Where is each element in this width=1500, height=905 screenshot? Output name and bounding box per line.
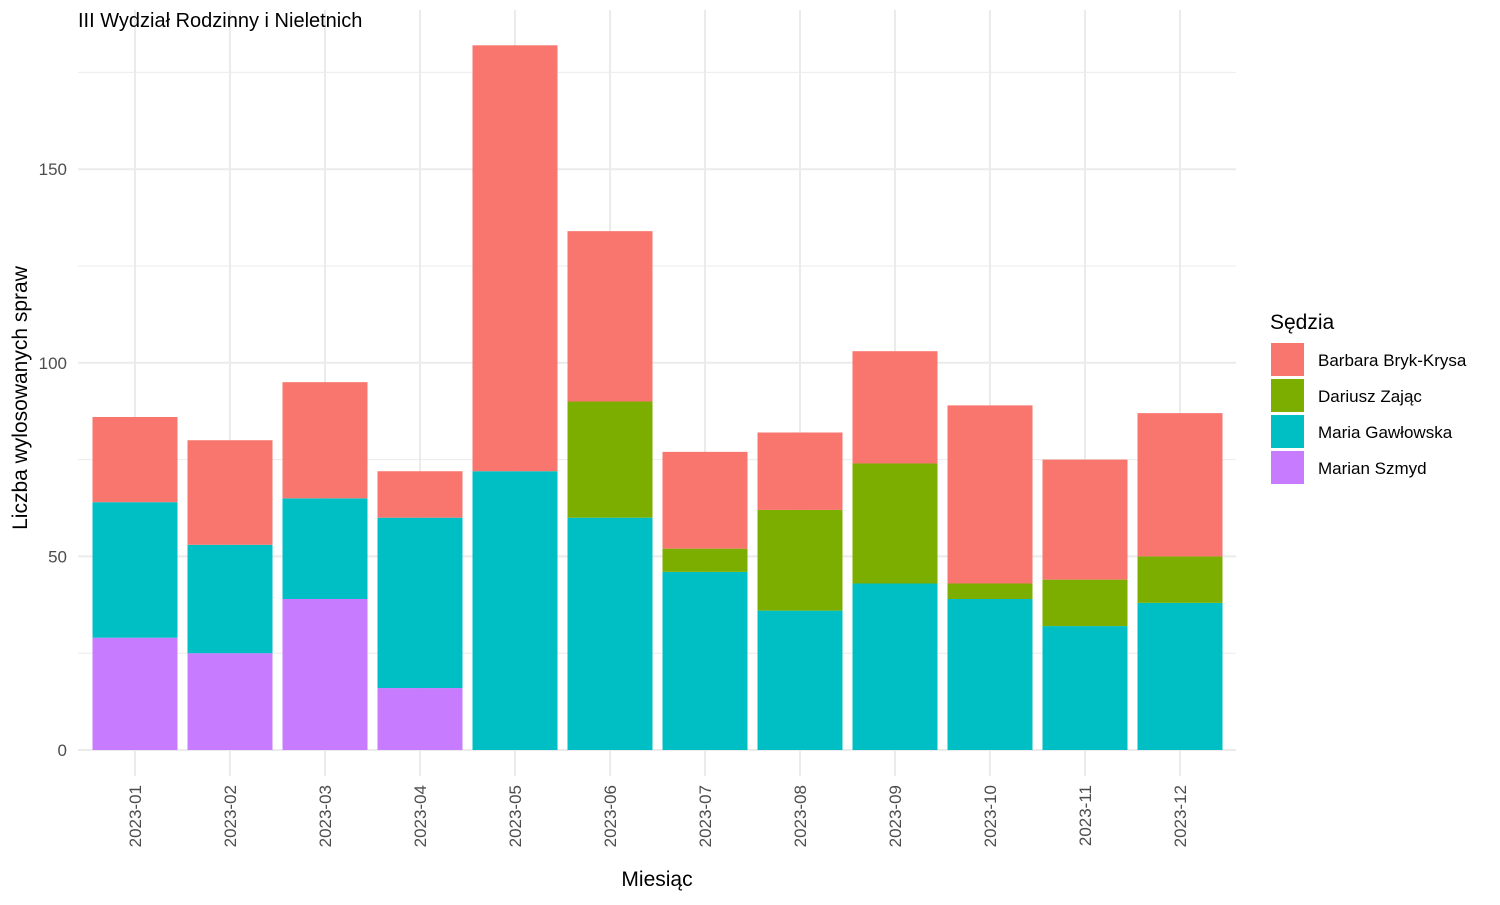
bar-segment-2023-09-dariusz-zaj-c (852, 463, 938, 584)
bar-segment-2023-01-barbara-bryk-krysa (92, 417, 178, 503)
bar-segment-2023-08-maria-gaw-owska (757, 610, 843, 750)
legend-swatch (1271, 343, 1304, 376)
bar-segment-2023-12-barbara-bryk-krysa (1137, 413, 1223, 557)
bar-segment-2023-09-maria-gaw-owska (852, 583, 938, 750)
bar-segment-2023-05-barbara-bryk-krysa (472, 45, 558, 472)
bar-segment-2023-05-maria-gaw-owska (472, 471, 558, 750)
bar-segment-2023-10-barbara-bryk-krysa (947, 405, 1033, 584)
bar-segment-2023-08-dariusz-zaj-c (757, 509, 843, 611)
x-tick-label: 2023-05 (506, 785, 525, 847)
x-tick-label: 2023-07 (696, 785, 715, 847)
bar-segment-2023-12-maria-gaw-owska (1137, 602, 1223, 750)
bar-segment-2023-02-maria-gaw-owska (187, 544, 273, 654)
legend-label: Maria Gawłowska (1318, 423, 1453, 442)
bar-segment-2023-10-maria-gaw-owska (947, 598, 1033, 750)
x-tick-label: 2023-03 (316, 785, 335, 847)
y-axis-label: Liczba wylosowanych spraw (9, 265, 32, 530)
bar-segment-2023-06-maria-gaw-owska (567, 517, 653, 750)
bar-segment-2023-07-maria-gaw-owska (662, 571, 748, 750)
bar-segment-2023-01-marian-szmyd (92, 637, 178, 750)
legend-label: Dariusz Zając (1318, 387, 1422, 406)
y-tick-label: 50 (48, 547, 67, 566)
bar-segment-2023-04-barbara-bryk-krysa (377, 471, 463, 518)
bar-segment-2023-07-barbara-bryk-krysa (662, 451, 748, 549)
bar-segment-2023-11-barbara-bryk-krysa (1042, 459, 1128, 580)
x-tick-label: 2023-10 (981, 785, 1000, 847)
bar-segment-2023-01-maria-gaw-owska (92, 502, 178, 638)
bar-segment-2023-11-dariusz-zaj-c (1042, 579, 1128, 627)
x-axis-label: Miesiąc (621, 868, 692, 891)
x-tick-label: 2023-04 (411, 785, 430, 847)
legend-swatch (1271, 451, 1304, 484)
bar-segment-2023-03-marian-szmyd (282, 598, 368, 750)
y-tick-label: 100 (39, 354, 67, 373)
x-tick-label: 2023-12 (1171, 785, 1190, 847)
bars-layer (92, 45, 1223, 750)
bar-segment-2023-02-barbara-bryk-krysa (187, 440, 273, 545)
x-tick-label: 2023-02 (221, 785, 240, 847)
bar-segment-2023-06-dariusz-zaj-c (567, 401, 653, 518)
chart-title: III Wydział Rodzinny i Nieletnich (78, 10, 362, 32)
x-tick-label: 2023-08 (791, 785, 810, 847)
legend-label: Marian Szmyd (1318, 459, 1427, 478)
x-tick-label: 2023-09 (886, 785, 905, 847)
x-tick-label: 2023-06 (601, 785, 620, 847)
bar-segment-2023-11-maria-gaw-owska (1042, 626, 1128, 750)
y-tick-label: 150 (39, 160, 67, 179)
bar-segment-2023-03-barbara-bryk-krysa (282, 382, 368, 499)
bar-segment-2023-07-dariusz-zaj-c (662, 548, 748, 572)
x-tick-labels: 2023-01 2023-02 2023-03 2023-04 2023-05 2023-… (126, 785, 1190, 847)
legend-title: Sędzia (1270, 311, 1335, 334)
bar-segment-2023-03-maria-gaw-owska (282, 498, 368, 599)
y-tick-labels: 0 50 100 150 (39, 160, 67, 760)
bar-segment-2023-06-barbara-bryk-krysa (567, 231, 653, 402)
legend-items: Barbara Bryk-Krysa Dariusz Zając Maria Gaw… (1271, 343, 1467, 484)
x-tick-label: 2023-01 (126, 785, 145, 847)
bar-segment-2023-02-marian-szmyd (187, 653, 273, 750)
bar-segment-2023-04-maria-gaw-owska (377, 517, 463, 689)
legend-label: Barbara Bryk-Krysa (1318, 351, 1467, 370)
legend: Sędzia Barbara Bryk-Krysa Dariusz Zając Ma… (1270, 311, 1467, 484)
bar-segment-2023-09-barbara-bryk-krysa (852, 351, 938, 464)
legend-swatch (1271, 415, 1304, 448)
x-tick-label: 2023-11 (1076, 785, 1095, 846)
legend-swatch (1271, 379, 1304, 412)
bar-segment-2023-12-dariusz-zaj-c (1137, 556, 1223, 603)
bar-segment-2023-10-dariusz-zaj-c (947, 583, 1033, 599)
bar-segment-2023-08-barbara-bryk-krysa (757, 432, 843, 510)
bar-segment-2023-04-marian-szmyd (377, 688, 463, 750)
y-tick-label: 0 (58, 741, 67, 760)
